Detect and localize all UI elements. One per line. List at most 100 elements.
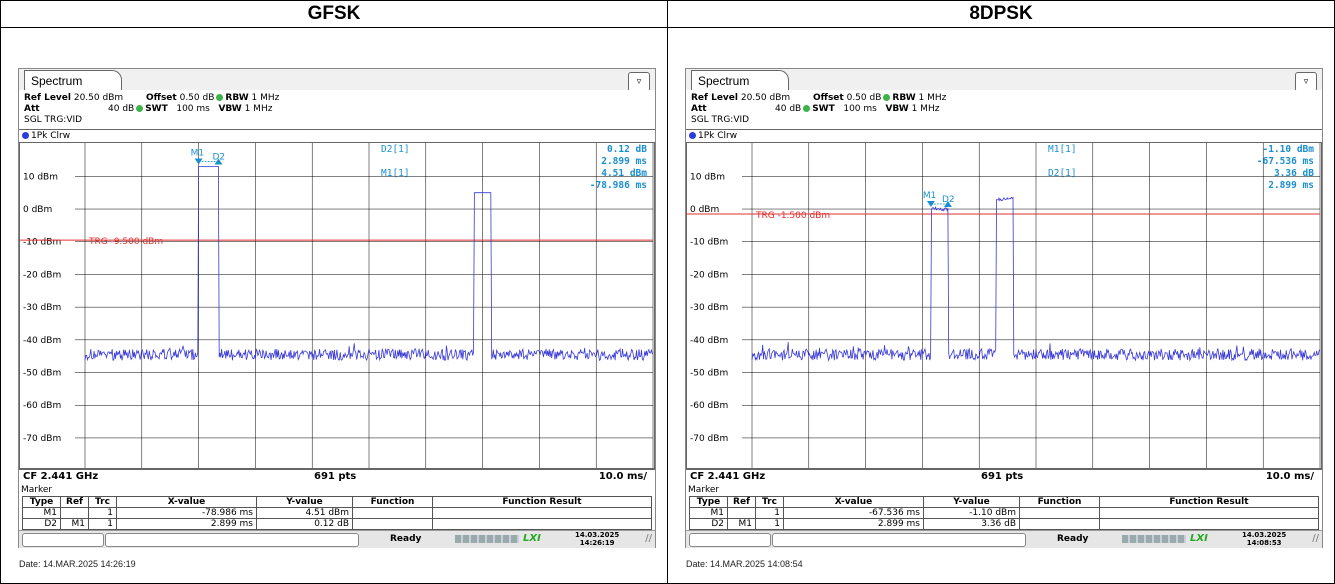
table-row[interactable]: M1 1 -67.536 ms -1.10 dBm (689, 507, 1319, 519)
spectrum-trace (751, 196, 1321, 362)
marker-x-value: -78.986 ms (116, 507, 257, 519)
ref-level-value: 20.50 dBm (73, 93, 124, 103)
panel-8dpsk: Spectrum ▿ Ref Level 20.50 dBm Offset 0.… (668, 28, 1334, 583)
date-footer: Date: 14.MAR.2025 14:26:19 (19, 559, 136, 569)
column-header: Function (1019, 496, 1100, 508)
resize-grip-icon[interactable]: // (645, 533, 652, 544)
status-time: 14:08:53 (1246, 539, 1282, 547)
y-tick-label: -70 dBm (23, 434, 61, 444)
progress-bar (1122, 535, 1186, 543)
coupled-indicator-icon (216, 94, 224, 101)
y-tick-label: -30 dBm (690, 303, 728, 313)
readout-name: M1[1] (1048, 144, 1077, 155)
swt-value: 100 ms (843, 104, 877, 114)
center-frequency: CF 2.441 GHz (690, 471, 766, 482)
att-label: Att (691, 104, 707, 114)
marker-function-result (1099, 518, 1319, 530)
marker-m1-label: M1 (923, 191, 937, 201)
marker-x-value: -67.536 ms (783, 507, 924, 519)
ref-level-label: Ref Level (24, 93, 71, 103)
readout-value: 2.899 ms (601, 156, 647, 167)
status-date: 14.03.2025 (575, 531, 620, 539)
status-bar: Ready LXI 14.03.2025 14:08:53 // (686, 530, 1322, 548)
marker-y-value: 3.36 dB (923, 518, 1020, 530)
status-text: Ready (390, 534, 422, 544)
readout-name: D2[1] (381, 144, 410, 155)
spectrum-plot[interactable]: 10 dBm 0 dBm -10 dBm -20 dBm -30 dBm -40 dBm -… (19, 142, 655, 469)
status-field[interactable] (689, 533, 771, 547)
coupled-indicator-icon (136, 105, 144, 112)
table-row[interactable]: D2 M1 1 2.899 ms 3.36 dB (689, 518, 1319, 530)
readout-value: -67.536 ms (1257, 156, 1314, 167)
spectrum-plot[interactable]: 10 dBm 0 dBm -10 dBm -20 dBm -30 dBm -40 dBm -… (686, 142, 1322, 469)
rbw-label: RBW (892, 93, 916, 103)
readout-value: 3.36 dB (1274, 168, 1314, 179)
analyzer-screen: Spectrum ▿ Ref Level 20.50 dBm Offset 0.… (685, 68, 1323, 548)
plot-frame (19, 142, 655, 469)
table-row[interactable]: M1 1 -78.986 ms 4.51 dBm (22, 507, 652, 519)
marker-x-value: 2.899 ms (783, 518, 924, 530)
status-message-field[interactable] (105, 533, 359, 547)
y-tick-label: -10 dBm (690, 238, 728, 248)
status-date: 14.03.2025 (1242, 531, 1287, 539)
lxi-icon: LXI (1190, 533, 1208, 544)
marker-x-value: 2.899 ms (116, 518, 257, 530)
marker-trace: 1 (88, 507, 117, 519)
marker-ref: M1 (60, 518, 89, 530)
column-header: Function (352, 496, 433, 508)
table-row[interactable]: D2 M1 1 2.899 ms 0.12 dB (22, 518, 652, 530)
points-count: 691 pts (981, 471, 1024, 482)
marker-d2-label: D2 (942, 195, 955, 205)
menu-dropdown-icon[interactable]: ▿ (1295, 72, 1317, 92)
plot-frame (686, 142, 1322, 469)
plot-footer: CF 2.441 GHz 691 pts 10.0 ms/ (19, 469, 655, 486)
marker-trace: 1 (755, 518, 784, 530)
marker-table-title: Marker (21, 485, 53, 495)
spectrum-tab[interactable]: Spectrum (691, 70, 789, 90)
column-header: Y-value (256, 496, 353, 508)
status-bar: Ready LXI 14.03.2025 14:26:19 // (19, 530, 655, 548)
column-header: Function Result (432, 496, 652, 508)
trace-header: 1Pk Clrw (686, 129, 1322, 143)
menu-dropdown-icon[interactable]: ▿ (628, 72, 650, 92)
marker-d2-icon[interactable] (943, 201, 952, 208)
offset-value: 0.50 dB (846, 93, 882, 103)
column-header: Ref (727, 496, 756, 508)
status-text: Ready (1057, 534, 1089, 544)
marker-table-title: Marker (688, 485, 720, 495)
plot-background (686, 142, 1322, 469)
coupled-indicator-icon (803, 105, 811, 112)
marker-function-result (432, 507, 652, 519)
spectrum-tab[interactable]: Spectrum (24, 70, 122, 90)
rbw-value: 1 MHz (918, 93, 947, 103)
marker-function-result (432, 518, 652, 530)
column-header: Ref (60, 496, 89, 508)
header-gfsk: GFSK (0, 0, 668, 28)
rbw-value: 1 MHz (251, 93, 280, 103)
marker-function (352, 518, 433, 530)
trace-indicator-icon (689, 132, 696, 139)
marker-m1-icon[interactable] (926, 201, 935, 208)
status-field[interactable] (22, 533, 104, 547)
status-message-field[interactable] (772, 533, 1026, 547)
vbw-value: 1 MHz (911, 104, 940, 114)
column-header: Trc (755, 496, 784, 508)
marker-trace: 1 (88, 518, 117, 530)
trigger-mode: SGL TRG:VID (24, 115, 83, 125)
y-tick-label: -60 dBm (23, 401, 61, 411)
marker-d2-label: D2 (212, 153, 225, 163)
y-tick-label: 0 dBm (690, 205, 719, 215)
spectrum-trace (84, 166, 654, 362)
readout-value: 2.899 ms (1268, 180, 1314, 191)
status-time: 14:26:19 (579, 539, 615, 547)
y-tick-label: -70 dBm (690, 434, 728, 444)
marker-function (1019, 518, 1100, 530)
marker-type: D2 (689, 518, 728, 530)
center-frequency: CF 2.441 GHz (23, 471, 99, 482)
resize-grip-icon[interactable]: // (1312, 533, 1319, 544)
offset-label: Offset (146, 93, 177, 103)
offset-value: 0.50 dB (179, 93, 215, 103)
offset-label: Offset (813, 93, 844, 103)
marker-ref (727, 507, 756, 519)
y-tick-label: 10 dBm (690, 172, 725, 182)
